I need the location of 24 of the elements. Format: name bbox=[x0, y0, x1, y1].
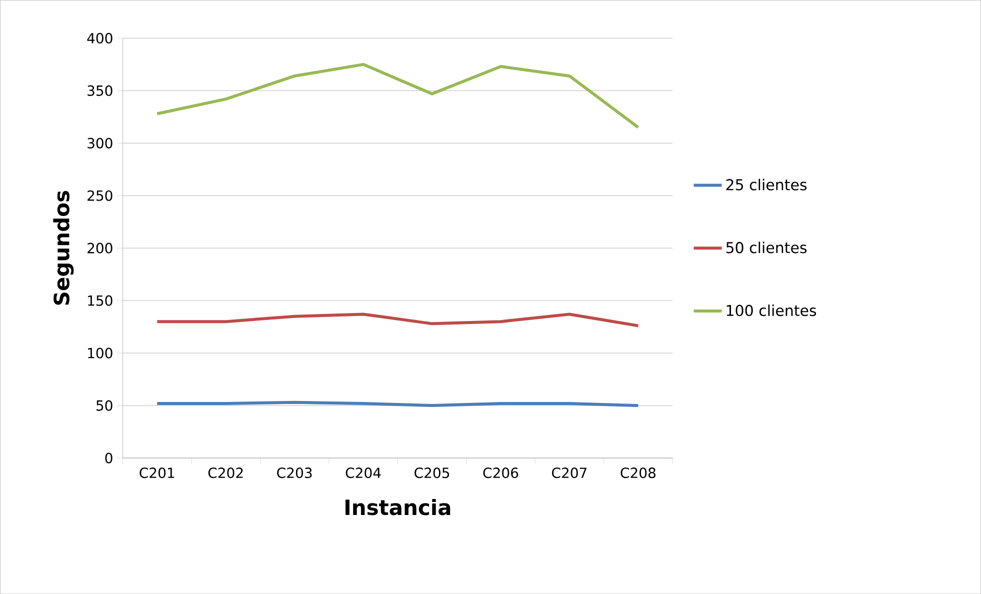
y-tick-label: 200 bbox=[88, 242, 112, 254]
x-tick-label: C207 bbox=[552, 467, 587, 478]
line-series bbox=[156, 312, 640, 328]
line-series bbox=[156, 62, 640, 129]
x-tick-label: C204 bbox=[346, 467, 381, 478]
x-tick-label: C205 bbox=[414, 467, 450, 478]
y-tick-label: 100 bbox=[88, 348, 112, 358]
y-axis-title: Segundos bbox=[53, 190, 74, 305]
x-axis-title: Instancia bbox=[346, 498, 450, 516]
x-tick-label: C206 bbox=[483, 467, 518, 478]
y-tick-label: 400 bbox=[87, 32, 112, 44]
x-tick-label: C201 bbox=[140, 467, 174, 478]
y-tick-label: 350 bbox=[88, 85, 112, 96]
legend-label: 100 clientes bbox=[726, 304, 816, 316]
legend-label: 25 clientes bbox=[726, 178, 807, 190]
y-tick-label: 150 bbox=[88, 295, 112, 306]
x-tick-label: C208 bbox=[620, 467, 656, 478]
legend-label: 50 clientes bbox=[726, 242, 807, 254]
y-tick-label: 250 bbox=[88, 190, 112, 201]
x-tick-label: C202 bbox=[208, 467, 243, 478]
y-tick-label: 50 bbox=[96, 400, 112, 411]
y-tick-label: 300 bbox=[88, 138, 112, 148]
y-tick-label: 0 bbox=[105, 452, 112, 464]
x-tick-label: C203 bbox=[277, 467, 312, 478]
